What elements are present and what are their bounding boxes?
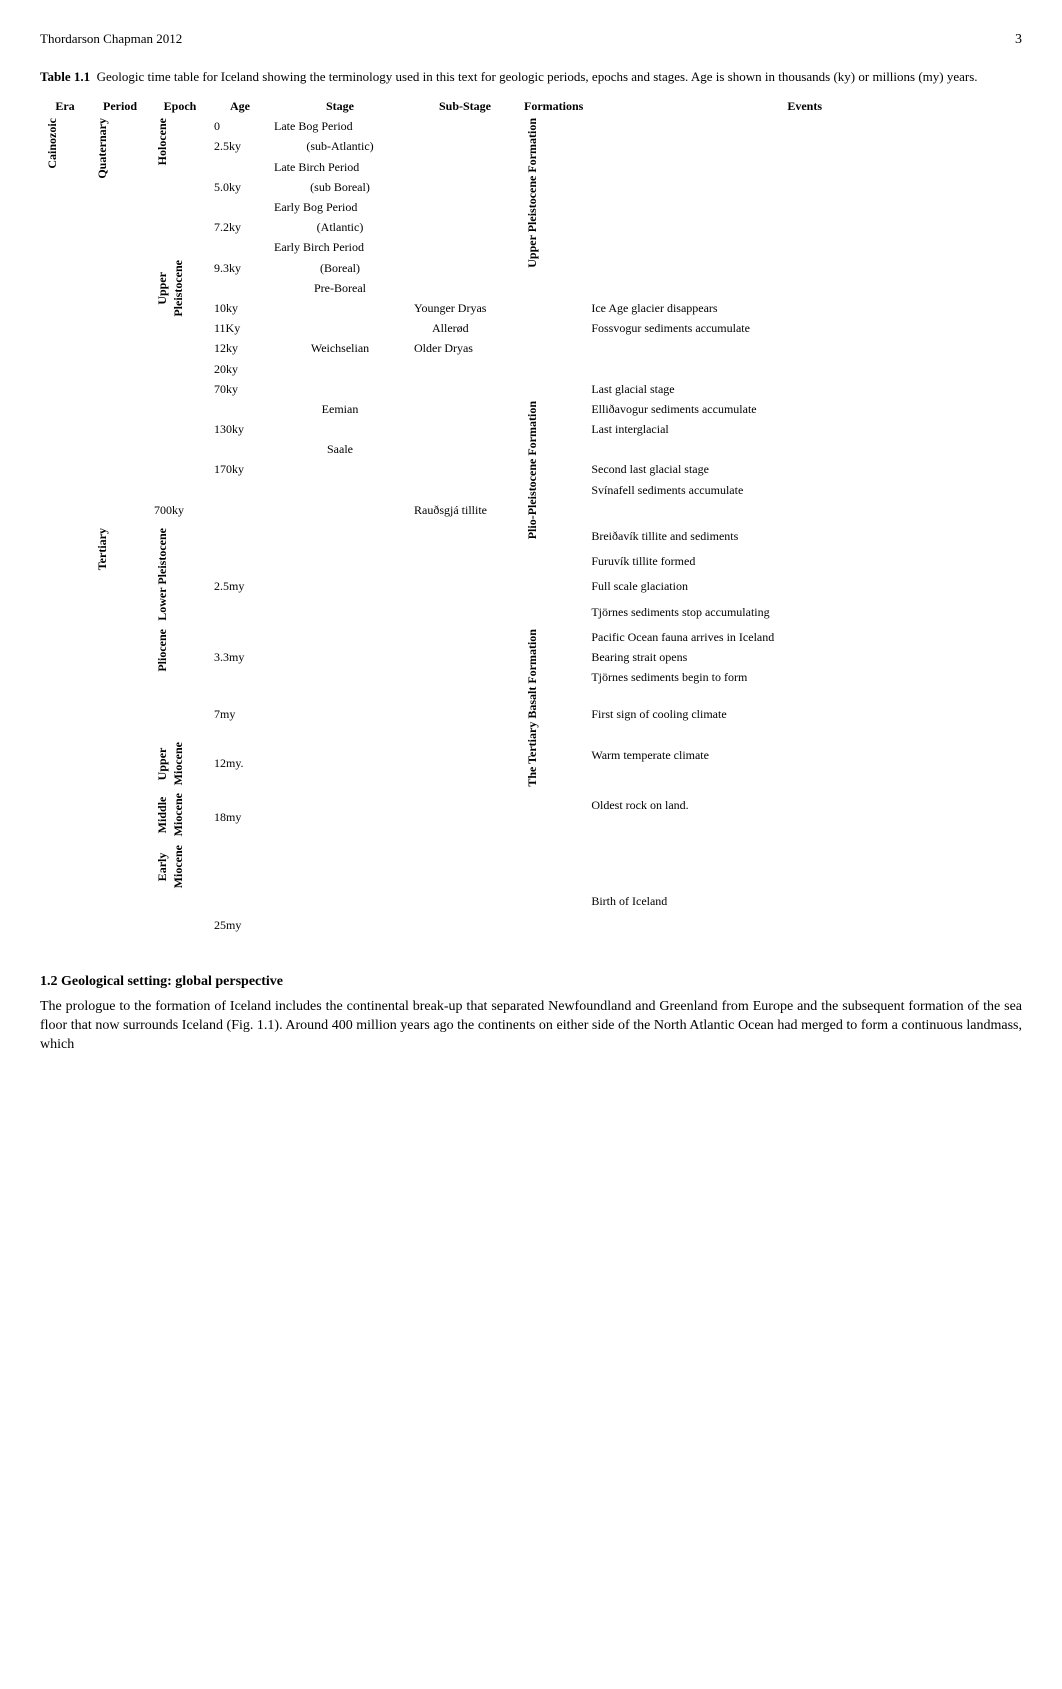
table-label: Table 1.1 xyxy=(40,69,90,84)
formation-tertiary-basalt: The Tertiary Basalt Formation xyxy=(524,629,540,787)
event-last-interglacial: Last interglacial xyxy=(587,419,1022,439)
col-period: Period xyxy=(90,96,150,116)
stage-weichselian: Weichselian xyxy=(270,338,410,358)
age-2.5ky: 2.5ky xyxy=(210,136,270,156)
event-svinafell: Svínafell sediments accumulate xyxy=(587,480,1022,500)
col-events: Events xyxy=(587,96,1022,116)
age-11ky: 11Ky xyxy=(210,318,270,338)
event-pacific: Pacific Ocean fauna arrives in Iceland xyxy=(587,627,1022,647)
event-last-glacial: Last glacial stage xyxy=(587,379,1022,399)
col-formations: Formations xyxy=(520,96,587,116)
age-7.2ky: 7.2ky xyxy=(210,217,270,237)
event-breidavik: Breiðavík tillite and sediments xyxy=(587,526,1022,551)
stage-eemian: Eemian xyxy=(270,399,410,419)
epoch-pliocene: Pliocene xyxy=(154,629,170,672)
running-header: Thordarson Chapman 2012 3 xyxy=(40,30,1022,50)
stage-late-birch: Late Birch Period xyxy=(270,157,410,177)
col-era: Era xyxy=(40,96,90,116)
table-caption: Table 1.1 Geologic time table for Icelan… xyxy=(40,68,1022,86)
age-5.0ky: 5.0ky xyxy=(210,177,270,197)
substage-older-dryas: Older Dryas xyxy=(410,338,520,358)
stage-pre-boreal: Pre-Boreal xyxy=(270,278,410,298)
event-bearing-strait: Bearing strait opens xyxy=(587,647,1022,667)
epoch-middle-miocene: Middle Miocene xyxy=(154,793,186,836)
era-cainozoic: Cainozoic xyxy=(44,118,60,169)
event-tjornes-begin: Tjörnes sediments begin to form xyxy=(587,667,1022,687)
event-tjornes-stop: Tjörnes sediments stop accumulating xyxy=(587,602,1022,627)
epoch-upper-miocene: Upper Miocene xyxy=(154,742,186,785)
age-10ky: 10ky xyxy=(210,298,270,318)
stage-sub-atlantic: (sub-Atlantic) xyxy=(270,136,410,156)
header-title: Thordarson Chapman 2012 xyxy=(40,30,182,48)
table-caption-text: Geologic time table for Iceland showing … xyxy=(97,69,978,84)
stage-late-bog: Late Bog Period xyxy=(270,116,410,136)
stage-early-birch: Early Birch Period xyxy=(270,237,410,257)
page-number: 3 xyxy=(1015,31,1022,50)
col-substage: Sub-Stage xyxy=(410,96,520,116)
age-12ky: 12ky xyxy=(210,338,270,358)
stage-boreal: (Boreal) xyxy=(270,258,410,278)
period-quaternary: Quaternary xyxy=(94,118,110,179)
age-9.3ky: 9.3ky xyxy=(210,258,270,278)
event-fossvogur: Fossvogur sediments accumulate xyxy=(587,318,1022,338)
epoch-early-miocene: Early Miocene xyxy=(154,845,186,888)
substage-allerod: Allerød xyxy=(410,318,520,338)
event-oldest-rock: Oldest rock on land. xyxy=(587,795,1022,842)
event-ellidavogur: Elliðavogur sediments accumulate xyxy=(587,399,1022,419)
age-2.5my: 2.5my xyxy=(210,576,270,601)
age-12my: 12my. xyxy=(210,745,270,791)
formation-upper-pleistocene: Upper Pleistocene Formation xyxy=(524,118,540,268)
col-epoch: Epoch xyxy=(150,96,210,116)
age-70ky: 70ky xyxy=(210,379,270,399)
epoch-lower-pleistocene: Lower Pleistocene xyxy=(154,528,170,621)
age-700ky: 700ky xyxy=(150,500,210,520)
age-25my: 25my xyxy=(210,911,270,943)
event-birth: Birth of Iceland xyxy=(587,883,1022,911)
epoch-holocene: Holocene xyxy=(154,118,170,165)
event-second-last-glacial: Second last glacial stage xyxy=(587,459,1022,479)
event-full-scale: Full scale glaciation xyxy=(587,576,1022,601)
age-20ky: 20ky xyxy=(210,359,270,379)
age-7my: 7my xyxy=(210,688,270,740)
age-130ky: 130ky xyxy=(210,419,270,439)
section-heading: 1.2 Geological setting: global perspecti… xyxy=(40,973,1022,992)
col-age: Age xyxy=(210,96,270,116)
age-170ky: 170ky xyxy=(210,459,270,479)
event-furuvik: Furuvík tillite formed xyxy=(587,551,1022,576)
age-0: 0 xyxy=(210,116,270,136)
section-paragraph: The prologue to the formation of Iceland… xyxy=(40,998,1022,1055)
stage-early-bog: Early Bog Period xyxy=(270,197,410,217)
formation-plio-pleistocene: Plio-Pleistocene Formation xyxy=(524,401,540,539)
stage-atlantic: (Atlantic) xyxy=(270,217,410,237)
stage-saale: Saale xyxy=(270,439,410,459)
epoch-upper-pleistocene: Upper Pleistocene xyxy=(154,260,186,317)
age-18my: 18my xyxy=(210,795,270,842)
stage-sub-boreal: (sub Boreal) xyxy=(270,177,410,197)
age-3.3my: 3.3my xyxy=(210,647,270,667)
geologic-time-table: Era Period Epoch Age Stage Sub-Stage For… xyxy=(40,96,1022,943)
period-tertiary: Tertiary xyxy=(94,528,110,570)
substage-younger-dryas: Younger Dryas xyxy=(410,298,520,318)
event-raudsgja: Rauðsgjá tillite xyxy=(410,500,520,520)
event-ice-age: Ice Age glacier disappears xyxy=(587,298,1022,318)
event-warm-temperate: Warm temperate climate xyxy=(587,745,1022,791)
event-first-cooling: First sign of cooling climate xyxy=(587,688,1022,740)
col-stage: Stage xyxy=(270,96,410,116)
